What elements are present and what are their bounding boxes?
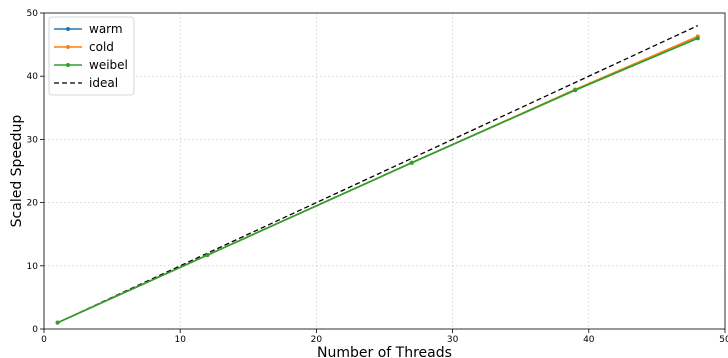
x-tick-label: 50: [719, 335, 728, 345]
x-tick-label: 30: [447, 335, 459, 345]
data-point-weibel: [573, 88, 578, 93]
legend-label-cold: cold: [89, 40, 114, 54]
axis-ticks: 0 10 20 30 40 50 0 10 20 30 40 50: [27, 9, 728, 345]
legend-marker-cold: [66, 45, 70, 49]
x-tick-label: 10: [174, 335, 186, 345]
legend-marker-warm: [66, 27, 70, 31]
x-tick-label: 40: [583, 335, 595, 345]
data-point-weibel: [695, 36, 700, 41]
legend: warm cold weibel ideal: [48, 16, 135, 96]
legend-box: [48, 16, 135, 96]
x-tick-label: 0: [41, 335, 47, 345]
y-tick-label: 40: [27, 72, 39, 82]
x-tick-label: 20: [311, 335, 323, 345]
legend-marker-weibel: [66, 63, 70, 67]
legend-label-weibel: weibel: [89, 58, 128, 72]
series-line-weibel: [57, 37, 699, 324]
y-tick-label: 0: [32, 325, 38, 335]
y-tick-label: 20: [27, 199, 39, 209]
ideal-series-layer: [57, 25, 699, 324]
y-tick-label: 10: [27, 262, 39, 272]
data-point-weibel: [205, 253, 210, 258]
series-layer: [55, 34, 700, 325]
y-axis-label: Scaled Speedup: [9, 115, 25, 228]
y-tick-label: 30: [27, 135, 39, 145]
legend-label-warm: warm: [89, 22, 123, 36]
legend-label-ideal: ideal: [89, 76, 118, 90]
series-line-ideal: [57, 25, 699, 324]
x-axis-label: Number of Threads: [317, 345, 452, 358]
y-tick-label: 50: [27, 9, 39, 19]
plot-area-frame: [43, 12, 726, 330]
data-point-weibel: [55, 320, 60, 325]
data-point-weibel: [409, 160, 414, 165]
